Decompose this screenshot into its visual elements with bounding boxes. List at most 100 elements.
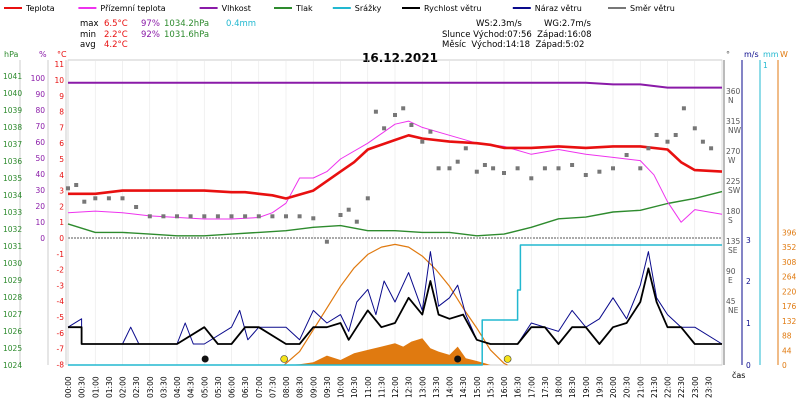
time-tick-label: 01:00 (91, 376, 100, 398)
stats-min-hum: 92% (141, 30, 160, 40)
direction-tick-name: SW (728, 186, 741, 195)
stats-max-press: 1034.2hPa (164, 19, 209, 29)
wind-direction-point (542, 166, 547, 171)
wind-direction-point (624, 153, 629, 157)
stats-max-label: max (80, 19, 99, 29)
time-tick-label: 10:30 (350, 376, 359, 398)
ms-tick-label: 3 (746, 236, 751, 245)
degc-tick-label: 5 (59, 155, 64, 164)
stats-moon: Měsíc Východ:14:18 Západ:5:02 (442, 40, 584, 50)
ms-tick-label: 2 (746, 277, 751, 286)
wind-direction-point (681, 106, 686, 111)
wind-direction-point (515, 166, 520, 171)
stats-avg-temp: 4.2°C (104, 40, 128, 50)
direction-tick-name: N (728, 96, 734, 105)
degc-tick-label: -5 (57, 313, 65, 322)
wind-direction-point (436, 166, 441, 171)
degc-tick-label: 2 (59, 202, 64, 211)
wind-direction-point (611, 166, 615, 171)
wind-direction-point (428, 129, 433, 134)
axis-title-degc: °C (57, 50, 67, 59)
time-tick-label: 22:00 (664, 376, 673, 398)
hpa-tick-label: 1025 (3, 344, 22, 353)
time-tick-label: 20:30 (623, 376, 632, 398)
degc-tick-label: -6 (57, 329, 65, 338)
hpa-tick-label: 1039 (3, 106, 22, 115)
wind-direction-point (463, 146, 468, 151)
hpa-tick-label: 1029 (3, 276, 22, 285)
wind-direction-point (284, 214, 288, 219)
time-tick-label: 01:30 (105, 376, 114, 398)
pct-tick-label: 0 (40, 234, 45, 243)
w-tick-label: 352 (782, 243, 797, 252)
degc-tick-label: 8 (59, 108, 64, 117)
w-tick-label: 220 (782, 287, 797, 296)
time-tick-label: 14:00 (446, 376, 455, 398)
solar-actual-area (286, 338, 491, 365)
time-tick-label: 04:00 (173, 376, 182, 398)
pct-tick-label: 70 (35, 122, 45, 131)
legend-label: Směr větru (630, 4, 675, 13)
wind-direction-point (401, 106, 406, 111)
pressure-line (67, 190, 723, 237)
direction-tick-name: NE (728, 306, 739, 315)
mm-tick-label: 1 (763, 61, 768, 70)
w-tick-label: 308 (782, 258, 797, 267)
wind-direction-point (583, 173, 588, 177)
stats-min-label: min (80, 30, 96, 40)
wind-speed-line (68, 267, 722, 345)
direction-tick-name: SE (728, 246, 738, 255)
wind-direction-point (229, 214, 234, 219)
pct-tick-label: 10 (35, 218, 45, 227)
time-tick-label: 09:00 (309, 376, 318, 398)
time-tick-label: 17:30 (541, 376, 550, 398)
temperature-line (68, 134, 723, 200)
hpa-tick-label: 1030 (3, 259, 22, 268)
wind-direction-point (82, 199, 87, 204)
stats-sun: Slunce Východ:07:56 Západ:16:08 (442, 30, 592, 40)
degc-tick-label: -3 (57, 281, 65, 290)
time-tick-label: 14:30 (459, 376, 468, 398)
degc-tick-label: 0 (59, 234, 64, 243)
wind-direction-point (202, 214, 207, 219)
time-tick-label: 22:30 (677, 376, 686, 398)
hpa-tick-label: 1032 (3, 225, 22, 234)
stats-avg-label: avg (80, 40, 96, 50)
wind-direction-point (673, 133, 678, 137)
w-tick-label: 44 (782, 346, 792, 355)
hpa-tick-label: 1031 (3, 242, 22, 251)
wind-direction-point (709, 146, 714, 151)
wind-direction-point (474, 169, 479, 174)
time-tick-label: 13:00 (418, 376, 427, 398)
time-tick-label: 09:30 (323, 376, 332, 398)
degc-tick-label: -1 (57, 250, 65, 259)
wind-direction-point (373, 109, 378, 114)
degc-tick-label: 4 (59, 171, 64, 180)
wind-direction-point (297, 214, 302, 219)
wind-direction-point (270, 214, 275, 219)
time-tick-label: 06:30 (241, 376, 250, 398)
degc-tick-label: 1 (59, 218, 64, 227)
degc-tick-label: 10 (54, 76, 64, 85)
time-tick-label: 05:30 (214, 376, 223, 398)
time-tick-label: 20:00 (609, 376, 618, 398)
wind-direction-point (256, 214, 261, 219)
direction-tick-deg: 360 (726, 87, 741, 96)
time-tick-label: 08:00 (282, 376, 291, 398)
axis-title-pct: % (39, 50, 47, 59)
pct-tick-label: 60 (35, 138, 45, 147)
wind-direction-point (420, 139, 425, 144)
direction-tick-name: NW (728, 126, 742, 135)
wind-direction-point (338, 213, 343, 217)
time-tick-label: 08:30 (296, 376, 305, 398)
wind-direction-point (106, 196, 111, 201)
hpa-tick-label: 1035 (3, 174, 22, 183)
time-tick-label: 07:30 (268, 376, 277, 398)
wind-direction-point (447, 166, 452, 171)
wind-direction-point (134, 205, 139, 209)
direction-tick-deg: 135 (726, 237, 741, 246)
wind-direction-point (74, 183, 79, 187)
wind-direction-point (570, 163, 575, 167)
axis-title-ms: m/s (744, 50, 759, 59)
